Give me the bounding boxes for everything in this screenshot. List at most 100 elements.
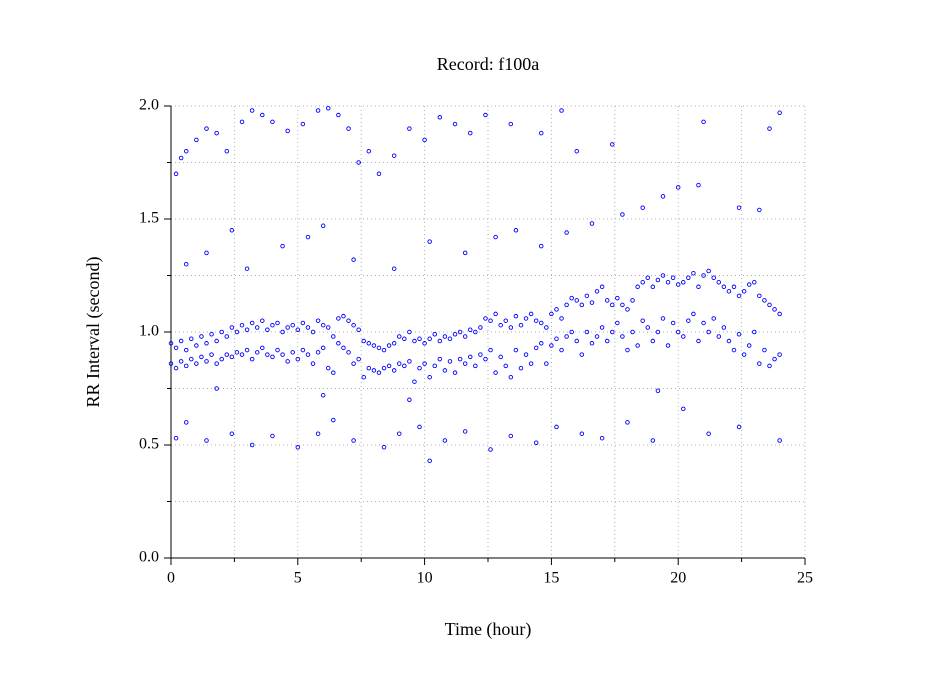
point — [675, 282, 681, 287]
point — [183, 261, 189, 267]
point — [437, 115, 443, 120]
point — [564, 334, 569, 339]
point — [351, 322, 356, 328]
point — [610, 329, 615, 335]
point — [498, 354, 503, 360]
point — [706, 268, 711, 274]
point — [767, 302, 772, 308]
point — [736, 424, 742, 430]
point — [356, 160, 361, 165]
point — [285, 325, 290, 330]
point — [361, 374, 366, 380]
point — [686, 275, 691, 281]
point — [467, 354, 473, 360]
point — [315, 318, 321, 323]
point — [371, 368, 377, 373]
point — [320, 393, 326, 398]
point — [214, 361, 219, 366]
point — [620, 212, 625, 217]
point — [777, 438, 782, 443]
x-tick-label: 0 — [167, 570, 175, 587]
point — [615, 295, 620, 301]
point — [696, 338, 701, 344]
point — [589, 341, 595, 346]
point — [447, 359, 453, 364]
point — [437, 338, 443, 344]
point — [178, 338, 184, 344]
point — [417, 424, 422, 430]
point — [757, 293, 762, 299]
point — [757, 361, 762, 366]
point — [295, 445, 301, 450]
point — [513, 313, 519, 319]
point — [620, 334, 625, 339]
point — [178, 155, 184, 161]
point — [503, 363, 509, 369]
point — [574, 298, 580, 303]
point — [376, 345, 382, 351]
point — [254, 325, 260, 330]
point — [356, 327, 361, 332]
point — [650, 284, 656, 290]
point — [305, 325, 311, 330]
point — [655, 388, 661, 394]
point — [194, 361, 199, 366]
point — [549, 311, 554, 317]
point — [554, 424, 559, 430]
point — [265, 327, 270, 332]
point — [670, 275, 676, 281]
point — [209, 332, 214, 337]
point — [305, 234, 311, 240]
point — [589, 221, 595, 226]
point — [270, 433, 275, 439]
point — [249, 108, 255, 113]
x-axis-label: Time (hour) — [445, 619, 532, 640]
point — [493, 311, 498, 317]
point — [579, 352, 585, 357]
point — [452, 121, 458, 127]
point — [204, 438, 209, 443]
point — [168, 341, 174, 346]
point — [498, 322, 503, 328]
point — [772, 356, 777, 362]
point — [513, 347, 519, 353]
point — [706, 431, 711, 436]
point — [183, 148, 189, 154]
point — [574, 148, 580, 154]
point — [772, 307, 777, 312]
point — [280, 243, 285, 249]
point — [189, 356, 194, 362]
point — [681, 334, 686, 339]
point — [194, 343, 199, 348]
point — [508, 121, 514, 127]
point — [691, 311, 696, 317]
point — [194, 137, 199, 143]
point — [711, 316, 716, 321]
point — [270, 119, 275, 125]
point — [777, 352, 782, 357]
point — [726, 338, 732, 344]
point — [239, 119, 245, 125]
point — [462, 334, 468, 339]
point — [610, 302, 615, 308]
point — [539, 320, 544, 326]
point — [726, 289, 732, 294]
point — [300, 347, 306, 353]
point — [183, 420, 189, 425]
point — [533, 345, 539, 351]
point — [224, 334, 230, 339]
point — [407, 397, 412, 403]
point — [762, 347, 767, 353]
point — [716, 334, 722, 339]
point — [173, 365, 179, 371]
point — [260, 318, 265, 323]
point — [625, 420, 630, 425]
point — [260, 112, 265, 118]
point — [665, 343, 671, 348]
point — [681, 280, 686, 285]
point — [640, 280, 645, 285]
point — [604, 298, 610, 303]
point — [645, 275, 651, 281]
point — [716, 280, 722, 285]
point — [407, 359, 412, 364]
